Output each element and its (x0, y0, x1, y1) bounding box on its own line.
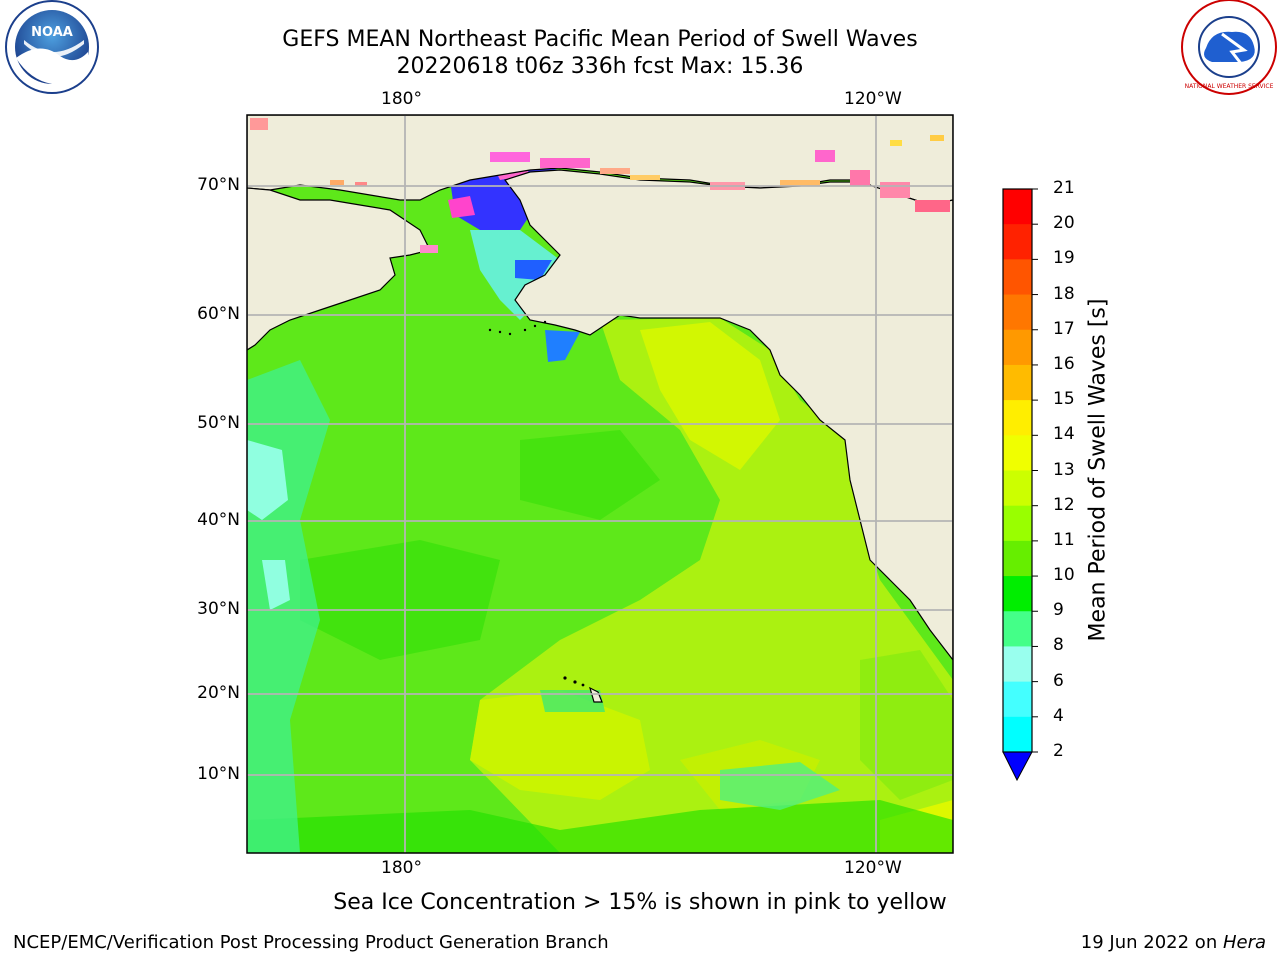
graticule (247, 115, 953, 853)
colorbar-extend-arrow (1002, 751, 1033, 782)
lon-label-top-180: 180° (381, 89, 422, 109)
lon-label-bottom-120w: 120°W (844, 858, 902, 878)
colorbar-tick-label: 9 (1053, 600, 1064, 621)
colorbar-segment (1003, 576, 1032, 612)
colorbar-tick-label: 15 (1053, 389, 1075, 410)
lat-label-60n: 60°N (197, 304, 240, 324)
footer-date: 19 Jun 2022 on Hera (1081, 932, 1266, 953)
colorbar-segment (1003, 224, 1032, 260)
colorbar-segment (1003, 189, 1032, 225)
colorbar-tick-label: 11 (1053, 529, 1075, 550)
colorbar-segment (1003, 681, 1032, 718)
colorbar-tick-label: 13 (1053, 459, 1075, 480)
noaa-logo: NOAA (5, 0, 99, 94)
lat-label-10n: 10°N (197, 764, 240, 784)
nws-logo-text: NATIONAL WEATHER SERVICE (1185, 83, 1274, 90)
swell-period-field (247, 155, 953, 853)
map-area (247, 115, 953, 853)
aleutian-islands (488, 320, 585, 687)
map-frame (246, 114, 954, 854)
colorbar-label: Mean Period of Swell Waves [s] (1085, 298, 1111, 642)
colorbar-segment (1003, 470, 1032, 507)
lat-label-40n: 40°N (197, 510, 240, 530)
colorbar-tick-label: 10 (1053, 565, 1075, 586)
lat-label-70n: 70°N (197, 175, 240, 195)
colorbar-tick-label: 18 (1053, 283, 1075, 304)
colorbar-tick-label: 20 (1053, 213, 1075, 234)
colorbar (1002, 188, 1038, 782)
colorbar-tick-label: 17 (1053, 318, 1075, 339)
sea-ice-note: Sea Ice Concentration > 15% is shown in … (333, 890, 947, 915)
chart-title: GEFS MEAN Northeast Pacific Mean Period … (282, 27, 918, 52)
colorbar-segment (1003, 294, 1032, 331)
colorbar-segment (1003, 400, 1032, 436)
lat-label-50n: 50°N (197, 413, 240, 433)
footer-host: Hera (1222, 932, 1266, 953)
noaa-logo-text: NOAA (31, 25, 73, 40)
colorbar-tick-label: 21 (1053, 178, 1075, 198)
colorbar-tick-label: 16 (1053, 353, 1075, 374)
colorbar-tick-label: 6 (1053, 670, 1064, 691)
colorbar-tick-label: 2 (1053, 741, 1064, 761)
colorbar-tick-label: 4 (1053, 705, 1064, 726)
colorbar-segment (1003, 646, 1032, 683)
lon-label-bottom-180: 180° (381, 858, 422, 878)
footer-date-text: 19 Jun 2022 on (1080, 932, 1223, 953)
lat-label-20n: 20°N (197, 683, 240, 703)
lon-label-top-120w: 120°W (844, 89, 902, 109)
colorbar-tick-label: 8 (1053, 635, 1064, 656)
land (247, 115, 953, 703)
colorbar-segment (1003, 505, 1032, 542)
colorbar-segment (1003, 364, 1032, 401)
colorbar-segment (1003, 716, 1032, 753)
colorbar-segment (1003, 435, 1032, 471)
chart-subtitle: 20220618 t06z 336h fcst Max: 15.36 (396, 54, 804, 79)
colorbar-tick-label: 19 (1053, 248, 1075, 269)
colorbar-tick-label: 12 (1053, 494, 1075, 515)
colorbar-segment (1003, 329, 1032, 366)
lat-label-30n: 30°N (197, 599, 240, 619)
colorbar-segment (1003, 540, 1032, 577)
colorbar-segment (1003, 259, 1032, 296)
colorbar-tick-label: 14 (1053, 424, 1075, 445)
nws-logo: NATIONAL WEATHER SERVICE (1181, 0, 1277, 95)
footer-credit: NCEP/EMC/Verification Post Processing Pr… (13, 932, 609, 953)
colorbar-segment (1003, 611, 1032, 647)
